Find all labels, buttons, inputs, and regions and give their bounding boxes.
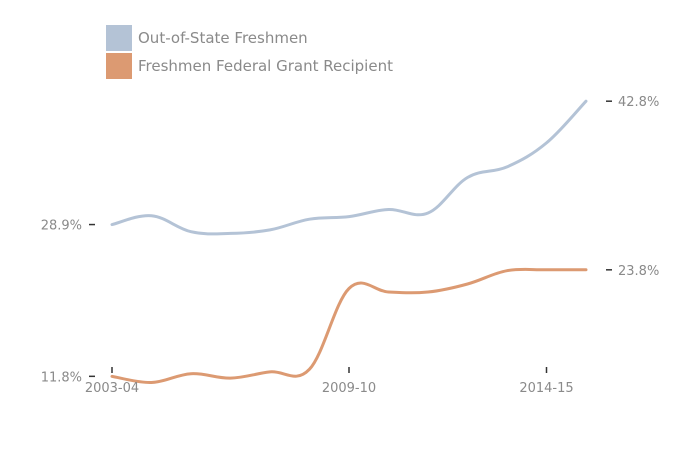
end-label-0: 42.8% [618, 95, 659, 110]
start-label-0: 28.9% [41, 219, 82, 234]
x-tick-label-0: 2003-04 [85, 381, 139, 396]
legend-item-federal-grant: Freshmen Federal Grant Recipient [106, 52, 393, 80]
x-tick-label-2: 2014-15 [519, 381, 573, 396]
legend-item-out-of-state: Out-of-State Freshmen [106, 24, 393, 52]
end-label-1: 23.8% [618, 264, 659, 279]
legend-label-federal-grant: Freshmen Federal Grant Recipient [138, 57, 393, 75]
x-tick-label-1: 2009-10 [322, 381, 376, 396]
legend-swatch-out-of-state [106, 25, 132, 51]
legend-label-out-of-state: Out-of-State Freshmen [138, 29, 308, 47]
start-label-1: 11.8% [41, 370, 82, 385]
series-line-1 [110, 267, 588, 385]
legend: Out-of-State Freshmen Freshmen Federal G… [106, 24, 393, 80]
legend-swatch-federal-grant [106, 53, 132, 79]
series-line-0 [110, 99, 588, 236]
